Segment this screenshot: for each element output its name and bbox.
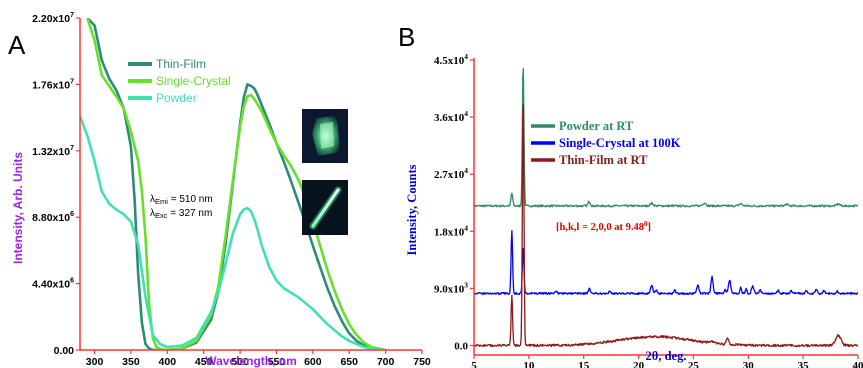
panel-a-annotation: λEmi = 510 nm λExc = 327 nm: [150, 194, 213, 220]
y-tick-label: 9.0x103: [434, 280, 468, 295]
panel-a-y-axis-title: Intensity, Arb. Units: [11, 152, 25, 264]
panel-a-label: A: [8, 30, 26, 60]
y-tick-label: 2.7x104: [434, 166, 468, 181]
legend-label-powder-rt: Powder at RT: [559, 119, 634, 133]
legend-label-single-crystal-100k: Single-Crystal at 100K: [559, 136, 681, 150]
panel-b-axes: [473, 58, 858, 356]
y-tick-label: 1.32x107: [32, 145, 74, 158]
x-tick-label: 30: [743, 360, 755, 368]
y-tick-label: 2.20x107: [32, 12, 74, 25]
x-tick-label: 300: [86, 356, 104, 368]
x-tick-label: 400: [159, 356, 177, 368]
series-line-thin-film: [86, 18, 386, 350]
series-line-single-crystal-at-100k: [474, 229, 858, 296]
panel-b-legend: Powder at RT Single-Crystal at 100K Thin…: [531, 119, 681, 167]
panel-b-x-ticks: 5 10 15 20 25 30 35 40: [471, 355, 863, 368]
y-tick-label: 0.00: [54, 345, 75, 357]
panel-a-x-axis-title: Wavelength, nm: [205, 354, 297, 368]
miller-index-annotation: [h,k,l = 2,0,0 at 9.480]: [556, 220, 651, 233]
crystal-rod-photo-icon: [302, 180, 348, 235]
panel-b-x-axis-title: 2θ, deg.: [646, 349, 687, 363]
panel-b-plot-area: [474, 67, 858, 348]
panel-b-y-ticks: 0.0 9.0x103 1.8x104 2.7x104 3.6x104 4.5x104: [434, 52, 474, 352]
panel-a-x-ticks: 300 350 400 450 500 550 600 650 700 750: [86, 350, 431, 368]
x-tick-label: 500: [231, 356, 249, 368]
x-tick-label: 550: [268, 356, 286, 368]
x-tick-label: 650: [340, 356, 358, 368]
panel-a: A 300 350 400 450 500 550 600 650 700 750 0.00 4.4…: [8, 12, 431, 368]
panel-a-plot-area: [80, 18, 386, 350]
x-tick-label: 700: [377, 356, 395, 368]
x-tick-label: 40: [853, 360, 863, 368]
x-tick-label: 25: [688, 360, 700, 368]
legend-label-thin-film-rt: Thin-Film at RT: [559, 153, 648, 167]
emission-wavelength-label: λEmi = 510 nm: [150, 194, 213, 206]
panel-a-axes: [79, 18, 422, 351]
y-tick-label: 0.0: [454, 340, 468, 352]
legend-label-single-crystal: Single-Crystal: [156, 74, 231, 88]
x-tick-label: 20: [633, 360, 645, 368]
x-tick-label: 600: [304, 356, 322, 368]
panel-b: B 5 10 15 20 25 30 35 40 0.0 9.0x103 1.8x104 2.7x1…: [398, 22, 863, 368]
y-tick-label: 4.5x104: [434, 52, 468, 67]
panel-b-y-axis-title: Intensity, Counts: [405, 164, 419, 255]
y-tick-label: 4.40x106: [32, 278, 74, 291]
y-tick-label: 3.6x104: [434, 109, 468, 124]
legend-label-powder: Powder: [156, 91, 197, 105]
y-tick-label: 8.80x106: [32, 211, 74, 224]
series-line-thin-film-at-rt: [474, 103, 858, 348]
x-tick-label: 5: [471, 360, 477, 368]
x-tick-label: 35: [798, 360, 810, 368]
panel-a-y-ticks: 0.00 4.40x106 8.80x106 1.32x107 1.76x107 2.20…: [32, 12, 80, 357]
y-tick-label: 1.8x104: [434, 223, 468, 238]
excitation-wavelength-label: λExc = 327 nm: [150, 208, 212, 220]
x-tick-label: 750: [413, 356, 431, 368]
x-tick-label: 15: [578, 360, 590, 368]
crystal-flake-photo-icon: [302, 109, 348, 163]
y-tick-label: 1.76x107: [32, 78, 74, 91]
series-line-single-crystal: [86, 18, 386, 350]
panel-a-legend: Thin-Film Single-Crystal Powder: [128, 57, 231, 105]
legend-label-thin-film: Thin-Film: [156, 57, 206, 71]
x-tick-label: 350: [122, 356, 140, 368]
x-tick-label: 450: [195, 356, 213, 368]
panel-b-label: B: [398, 22, 415, 52]
x-tick-label: 10: [523, 360, 535, 368]
series-line-powder-at-rt: [474, 67, 858, 208]
series-line-powder: [80, 115, 386, 350]
